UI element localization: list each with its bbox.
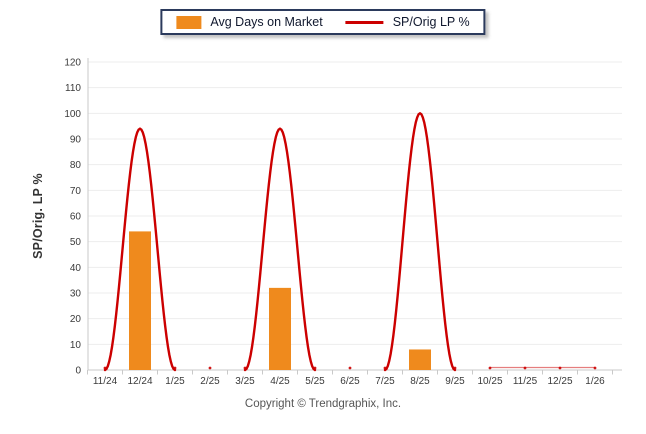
y-tick-label: 0 bbox=[75, 366, 81, 377]
x-tick-label: 11/25 bbox=[513, 376, 538, 387]
y-tick-label: 40 bbox=[70, 263, 82, 274]
y-tick-label: 90 bbox=[70, 135, 82, 146]
x-tick-label: 10/25 bbox=[477, 376, 502, 387]
point-marker bbox=[348, 366, 352, 370]
bar bbox=[129, 231, 151, 370]
x-tick-label: 3/25 bbox=[235, 376, 255, 387]
x-tick-label: 4/25 bbox=[270, 376, 290, 387]
y-tick-label: 110 bbox=[65, 83, 81, 94]
point-marker bbox=[593, 366, 597, 370]
x-tick-label: 1/25 bbox=[165, 376, 185, 387]
point-marker bbox=[523, 366, 527, 370]
y-tick-label: 30 bbox=[70, 289, 82, 300]
line-curve bbox=[243, 127, 317, 372]
y-axis-title: SP/Orig. LP % bbox=[31, 173, 45, 259]
point-marker bbox=[488, 366, 492, 370]
line-curve bbox=[103, 127, 177, 372]
x-tick-label: 5/25 bbox=[305, 376, 325, 387]
legend-bar-swatch bbox=[176, 15, 202, 29]
x-tick-label: 6/25 bbox=[340, 376, 360, 387]
x-tick-label: 8/25 bbox=[410, 376, 430, 387]
point-marker bbox=[313, 366, 317, 370]
point-marker bbox=[383, 366, 387, 370]
y-tick-label: 50 bbox=[70, 237, 82, 248]
point-marker bbox=[558, 366, 562, 370]
y-tick-label: 70 bbox=[70, 186, 82, 197]
point-marker bbox=[243, 366, 247, 370]
bar bbox=[409, 349, 431, 370]
line-curve bbox=[383, 111, 457, 372]
y-tick-label: 120 bbox=[64, 58, 81, 69]
x-tick-label: 1/26 bbox=[585, 376, 605, 387]
legend: Avg Days on Market SP/Orig LP % bbox=[160, 9, 486, 35]
y-tick-label: 80 bbox=[70, 160, 82, 171]
y-tick-label: 100 bbox=[64, 109, 81, 120]
x-tick-label: 7/25 bbox=[375, 376, 395, 387]
legend-bar-label: Avg Days on Market bbox=[210, 15, 323, 29]
legend-line-label: SP/Orig LP % bbox=[392, 15, 470, 29]
y-tick-label: 10 bbox=[70, 340, 82, 351]
x-tick-label: 11/24 bbox=[93, 376, 118, 387]
legend-line-swatch bbox=[345, 20, 384, 24]
point-marker bbox=[103, 366, 107, 370]
bar bbox=[269, 287, 291, 370]
point-marker bbox=[453, 366, 457, 370]
point-marker bbox=[173, 366, 177, 370]
x-tick-label: 12/25 bbox=[547, 376, 572, 387]
x-tick-label: 9/25 bbox=[445, 376, 465, 387]
copyright-text: Copyright © Trendgraphix, Inc. bbox=[244, 398, 402, 410]
x-tick-label: 12/24 bbox=[127, 376, 152, 387]
x-tick-label: 2/25 bbox=[200, 376, 220, 387]
y-tick-label: 60 bbox=[70, 212, 82, 223]
point-marker bbox=[208, 366, 212, 370]
y-tick-label: 20 bbox=[70, 314, 82, 325]
